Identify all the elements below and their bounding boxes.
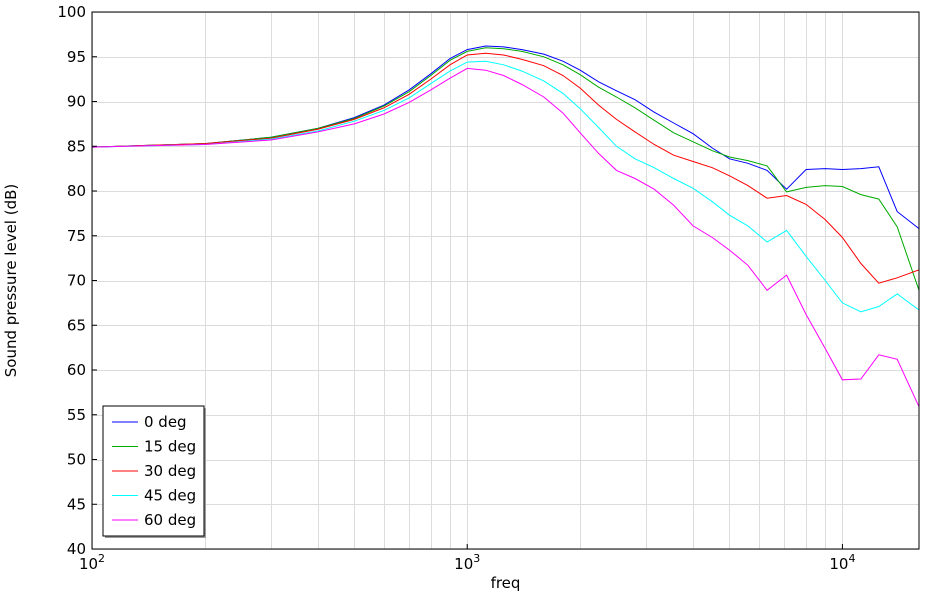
y-axis-title: Sound pressure level (dB) [2, 184, 20, 378]
y-tick-label: 50 [67, 451, 86, 469]
series-line-3 [92, 52, 919, 284]
legend-label: 15 deg [144, 438, 196, 456]
x-tick-labels: 102 103 104 [79, 544, 855, 573]
y-tick-label: 40 [67, 540, 86, 558]
y-tick-label: 80 [67, 182, 86, 200]
series-lines [92, 45, 919, 407]
y-tick-label: 45 [67, 495, 86, 513]
legend-label: 30 deg [144, 462, 196, 480]
series-line-2 [92, 47, 919, 291]
series-line-4 [92, 60, 919, 313]
y-tick-label: 60 [67, 361, 86, 379]
y-tick-label: 55 [67, 406, 86, 424]
y-tick-labels: 40 45 50 55 60 65 70 75 80 85 90 95 100 [57, 3, 97, 558]
legend-label: 45 deg [144, 487, 196, 505]
y-tick-label: 100 [57, 3, 86, 21]
legend-label: 60 deg [144, 511, 196, 529]
y-tick-label: 85 [67, 137, 86, 155]
x-tick-label: 104 [829, 552, 855, 573]
series-line-5 [92, 67, 919, 407]
x-axis-title: freq [491, 574, 521, 592]
y-tick-label: 95 [67, 48, 86, 66]
legend: 0 deg 15 deg 30 deg 45 deg 60 deg [102, 405, 206, 538]
grid [92, 12, 919, 550]
y-tick-label: 90 [67, 93, 86, 111]
plot-frame [91, 11, 920, 550]
y-tick-label: 65 [67, 316, 86, 334]
legend-label: 0 deg [144, 413, 187, 431]
series-line-1 [92, 45, 919, 229]
y-tick-label: 70 [67, 272, 86, 290]
x-tick-label: 102 [79, 552, 105, 573]
y-tick-label: 75 [67, 227, 86, 245]
x-tick-label: 103 [454, 552, 480, 573]
